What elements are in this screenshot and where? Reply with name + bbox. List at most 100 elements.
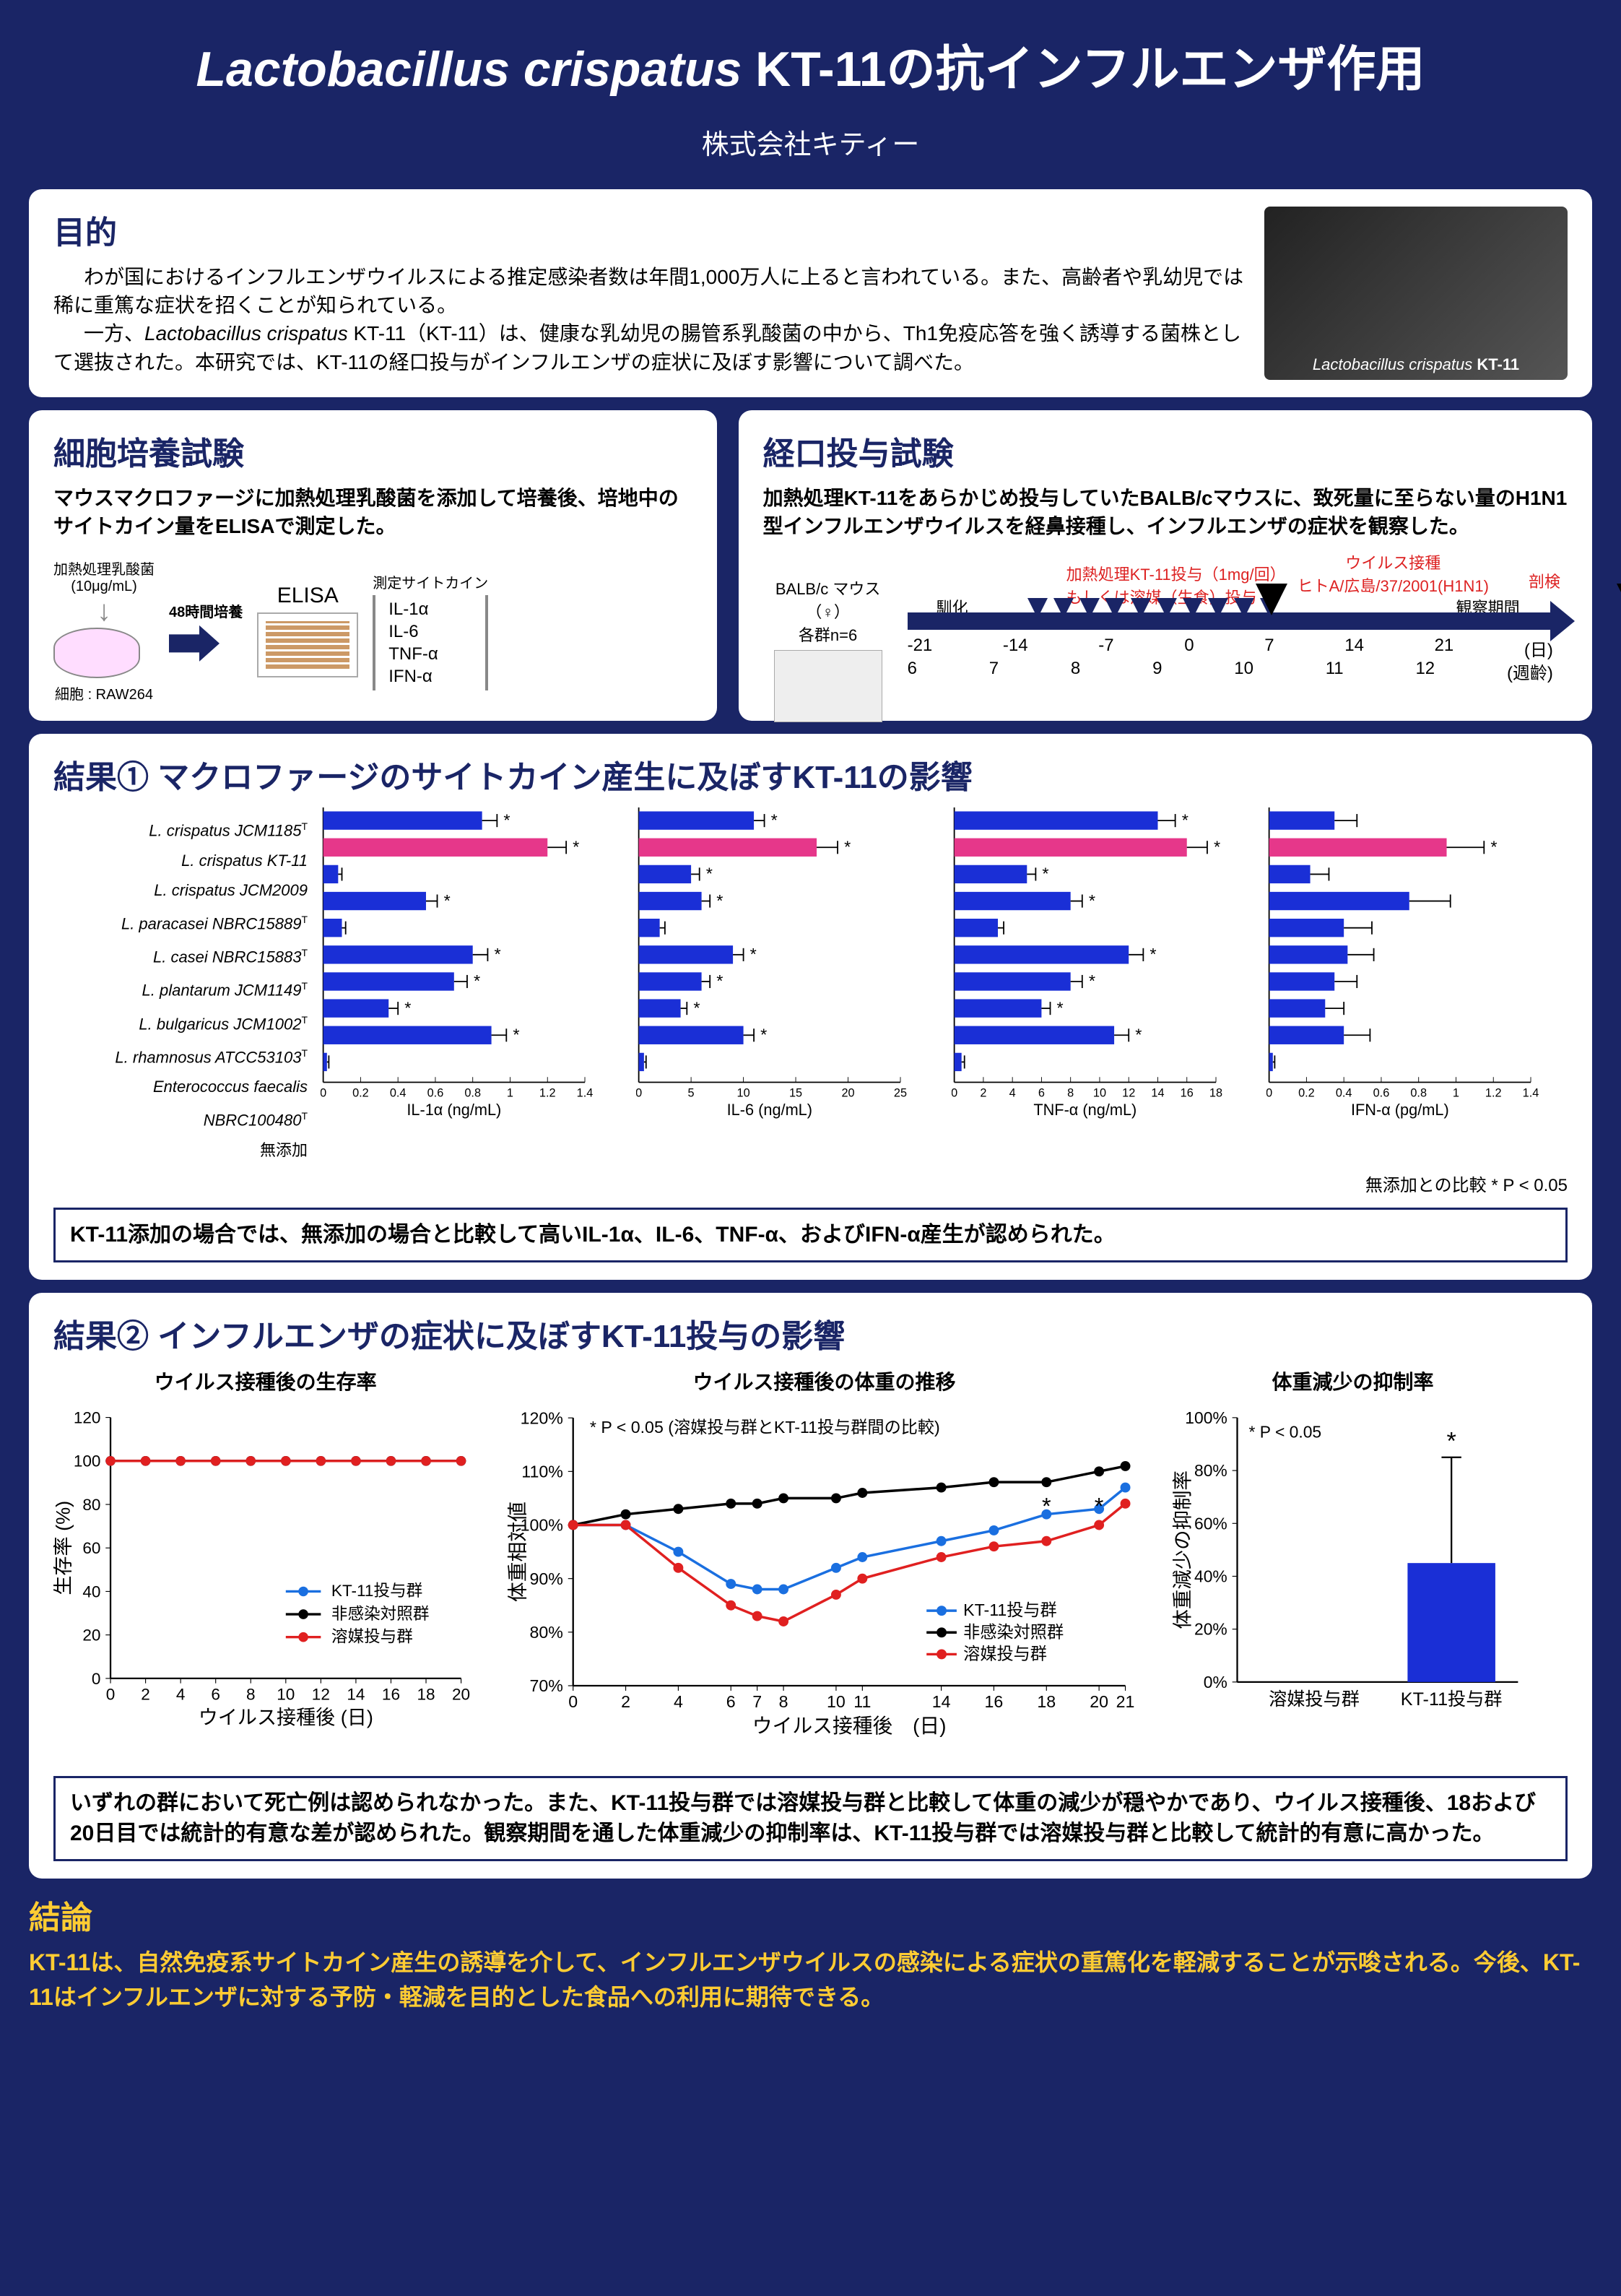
svg-text:10: 10 [1092, 1087, 1105, 1100]
svg-text:0: 0 [321, 1087, 326, 1100]
method1-panel: 細胞培養試験 マウスマクロファージに加熱処理乳酸菌を添加して培養後、培地中のサイ… [29, 410, 717, 721]
cytokine-list: IL-1αIL-6TNF-αIFN-α [373, 595, 488, 691]
bacteria-image: Lactobacillus crispatus KT-11 [1264, 207, 1568, 380]
svg-text:0.6: 0.6 [1373, 1087, 1390, 1100]
svg-text:*: * [716, 972, 723, 991]
svg-text:100%: 100% [1185, 1408, 1227, 1427]
svg-text:20%: 20% [1194, 1619, 1227, 1638]
svg-text:80: 80 [82, 1496, 100, 1514]
svg-text:*: * [1056, 999, 1063, 1018]
svg-text:*: * [1446, 1427, 1456, 1455]
svg-text:8: 8 [246, 1685, 256, 1703]
result2-panel: 結果② インフルエンザの症状に及ぼすKT-11投与の影響 ウイルス接種後の生存率… [29, 1293, 1592, 1879]
svg-text:7: 7 [752, 1692, 762, 1711]
svg-text:16: 16 [382, 1685, 400, 1703]
svg-text:60: 60 [82, 1539, 100, 1557]
svg-text:溶媒投与群: 溶媒投与群 [1269, 1689, 1360, 1710]
svg-text:2: 2 [980, 1087, 986, 1100]
svg-text:1.4: 1.4 [1523, 1087, 1539, 1100]
svg-text:0.2: 0.2 [1298, 1087, 1315, 1100]
svg-text:* P < 0.05: * P < 0.05 [1248, 1422, 1321, 1441]
species-labels: L. crispatus JCM1185TL. crispatus KT-11L… [53, 807, 313, 1164]
svg-text:*: * [513, 1026, 519, 1044]
svg-text:溶媒投与群: 溶媒投与群 [331, 1627, 413, 1645]
svg-text:0: 0 [952, 1087, 957, 1100]
svg-text:20: 20 [82, 1626, 100, 1644]
svg-text:*: * [503, 811, 510, 830]
svg-text:4: 4 [674, 1692, 683, 1711]
svg-text:20: 20 [1090, 1692, 1108, 1711]
svg-text:KT-11投与群: KT-11投与群 [331, 1582, 422, 1600]
svg-text:6: 6 [211, 1685, 220, 1703]
mouse-box: BALB/c マウス（♀） 各群n=6 [763, 576, 893, 727]
svg-text:1: 1 [1453, 1087, 1459, 1100]
conclusion-heading: 結論 [29, 1892, 1592, 1938]
result1-heading: 結果① マクロファージのサイトカイン産生に及ぼすKT-11の影響 [53, 751, 1568, 797]
svg-text:*: * [444, 891, 451, 910]
svg-text:0: 0 [106, 1685, 116, 1703]
svg-text:生存率 (%): 生存率 (%) [53, 1500, 74, 1595]
svg-text:*: * [1042, 1493, 1051, 1519]
svg-text:1: 1 [507, 1087, 513, 1100]
svg-text:溶媒投与群: 溶媒投与群 [963, 1644, 1047, 1663]
svg-text:120%: 120% [521, 1408, 563, 1427]
svg-text:14: 14 [347, 1685, 365, 1703]
svg-text:0.2: 0.2 [352, 1087, 369, 1100]
svg-text:*: * [404, 999, 411, 1018]
svg-text:8: 8 [1067, 1087, 1074, 1100]
svg-text:*: * [1213, 838, 1220, 857]
svg-text:0: 0 [1266, 1087, 1272, 1100]
svg-text:4: 4 [176, 1685, 186, 1703]
svg-text:15: 15 [789, 1087, 802, 1100]
svg-text:120: 120 [74, 1408, 101, 1426]
elisa-plate-icon [257, 612, 358, 677]
cytokine-bar-chart: ********024681012141618 TNF-α (ng/mL) [952, 807, 1253, 1164]
svg-text:1.4: 1.4 [577, 1087, 594, 1100]
svg-text:60%: 60% [1194, 1514, 1227, 1533]
svg-text:4: 4 [1009, 1087, 1015, 1100]
purpose-panel: 目的 わが国におけるインフルエンザウイルスによる推定感染者数は年間1,000万人… [29, 189, 1592, 397]
svg-text:*: * [693, 999, 700, 1018]
purpose-p1: わが国におけるインフルエンザウイルスによる推定感染者数は年間1,000万人に上る… [53, 263, 1247, 319]
svg-text:5: 5 [687, 1087, 694, 1100]
svg-text:16: 16 [1180, 1087, 1193, 1100]
svg-text:6: 6 [1038, 1087, 1044, 1100]
svg-text:70%: 70% [530, 1676, 563, 1695]
method2-heading: 経口投与試験 [763, 428, 1568, 474]
main-title: Lactobacillus crispatus KT-11の抗インフルエンザ作用 [43, 29, 1578, 100]
svg-text:ウイルス接種後 (日): ウイルス接種後 (日) [752, 1715, 947, 1737]
svg-text:KT-11投与群: KT-11投与群 [963, 1600, 1057, 1619]
svg-text:KT-11投与群: KT-11投与群 [1401, 1689, 1503, 1710]
svg-text:1.2: 1.2 [1485, 1087, 1502, 1100]
svg-text:25: 25 [894, 1087, 907, 1100]
svg-text:*: * [1042, 865, 1048, 883]
svg-text:14: 14 [932, 1692, 951, 1711]
svg-text:14: 14 [1151, 1087, 1164, 1100]
svg-text:0.4: 0.4 [1336, 1087, 1352, 1100]
svg-text:*: * [760, 1026, 767, 1044]
mouse-image [774, 650, 882, 722]
poster-root: Lactobacillus crispatus KT-11の抗インフルエンザ作用… [0, 0, 1621, 2014]
svg-text:*: * [1088, 891, 1095, 910]
svg-text:*: * [1181, 811, 1188, 830]
svg-text:18: 18 [417, 1685, 435, 1703]
svg-text:12: 12 [312, 1685, 330, 1703]
svg-text:80%: 80% [1194, 1461, 1227, 1480]
title-rest: KT-11の抗インフルエンザ作用 [742, 42, 1425, 97]
svg-text:0.8: 0.8 [1411, 1087, 1427, 1100]
svg-text:21: 21 [1116, 1692, 1135, 1711]
method1-desc: マウスマクロファージに加熱処理乳酸菌を添加して培養後、培地中のサイトカイン量をE… [53, 484, 692, 540]
svg-text:* P < 0.05 (溶媒投与群とKT-11投与群間の比較: * P < 0.05 (溶媒投与群とKT-11投与群間の比較) [590, 1418, 940, 1437]
svg-text:1.2: 1.2 [539, 1087, 556, 1100]
conclusion-text: KT-11は、自然免疫系サイトカイン産生の誘導を介して、インフルエンザウイルスの… [29, 1945, 1592, 2014]
svg-text:*: * [1095, 1493, 1104, 1519]
cytokine-bar-chart: *00.20.40.60.811.21.4 IFN-α (pg/mL) [1266, 807, 1568, 1164]
svg-text:8: 8 [779, 1692, 788, 1711]
svg-text:0.8: 0.8 [464, 1087, 481, 1100]
svg-text:IL-1α (ng/mL): IL-1α (ng/mL) [407, 1101, 501, 1119]
svg-text:12: 12 [1122, 1087, 1135, 1100]
subtitle: 株式会社キティー [43, 122, 1578, 162]
svg-text:0%: 0% [1204, 1673, 1227, 1691]
svg-text:10: 10 [736, 1087, 749, 1100]
svg-text:*: * [749, 945, 756, 963]
